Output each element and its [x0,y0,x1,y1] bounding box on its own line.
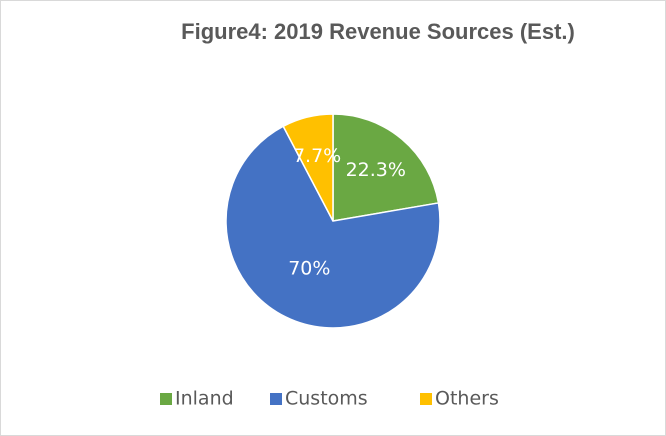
pie-slice [225,125,441,329]
pie-slice [282,113,334,222]
data-label: 70% [288,257,330,279]
legend-swatch [270,393,282,405]
legend-label: Customs [285,388,368,410]
pie-slice [332,113,440,222]
data-label: 22.3% [346,159,406,181]
chart-title: Figure4: 2019 Revenue Sources (Est.) [181,19,575,44]
legend-swatch [420,393,432,405]
legend-swatch [160,393,172,405]
data-label: 7.7% [293,145,341,167]
legend-label: Others [435,388,499,410]
legend-label: Inland [175,388,234,410]
